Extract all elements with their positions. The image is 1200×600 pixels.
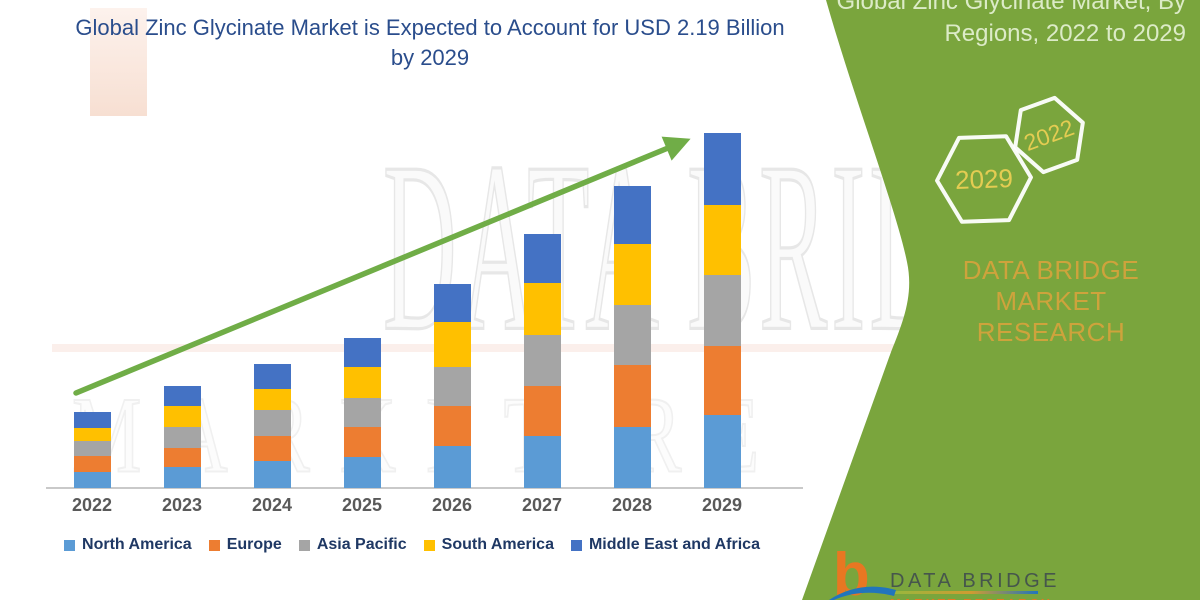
x-axis-label-2029: 2029 xyxy=(701,495,743,515)
segment-middle-east-and-africa xyxy=(613,185,651,244)
legend-item-north-america: North America xyxy=(64,536,192,554)
legend-label: North America xyxy=(82,536,192,553)
segment-north-america xyxy=(343,457,381,488)
segment-europe xyxy=(613,365,651,427)
segment-middle-east-and-africa xyxy=(73,412,111,429)
x-axis-line xyxy=(46,487,803,489)
watermark-accent-vertical xyxy=(90,8,147,116)
segment-asia-pacific xyxy=(343,397,381,427)
segment-north-america xyxy=(73,471,111,488)
segment-south-america xyxy=(73,428,111,442)
segment-north-america xyxy=(703,415,741,488)
databridge-logo-text: DATA BRIDGE xyxy=(890,570,1061,592)
legend-label: South America xyxy=(441,536,554,553)
x-axis-label-2022: 2022 xyxy=(71,495,113,515)
trend-arrow-head-icon xyxy=(661,136,691,161)
segment-europe xyxy=(163,447,201,467)
segment-middle-east-and-africa xyxy=(343,337,381,367)
chart-legend: North America Europe Asia Pacific South Ame… xyxy=(0,536,824,554)
segment-south-america xyxy=(523,282,561,335)
legend-swatch-middle-east-and-africa xyxy=(570,539,582,551)
x-axis-label-2023: 2023 xyxy=(161,495,203,515)
segment-europe xyxy=(73,455,111,472)
legend-swatch-europe xyxy=(208,539,220,551)
legend-item-asia-pacific: Asia Pacific xyxy=(298,536,407,554)
legend-label: Middle East and Africa xyxy=(588,536,760,553)
segment-asia-pacific xyxy=(433,366,471,406)
segment-south-america xyxy=(163,405,201,427)
segment-asia-pacific xyxy=(703,274,741,346)
segment-europe xyxy=(343,426,381,458)
segment-asia-pacific xyxy=(523,334,561,387)
x-axis-label-2026: 2026 xyxy=(431,495,473,515)
hexagon-2029-icon xyxy=(935,134,1033,224)
legend-item-middle-east-and-africa: Middle East and Africa xyxy=(570,536,760,554)
segment-north-america xyxy=(613,426,651,488)
x-axis-label-2027: 2027 xyxy=(521,495,563,515)
segment-asia-pacific xyxy=(73,441,111,456)
logo-underline xyxy=(890,591,1038,594)
logo-swoosh-icon xyxy=(829,586,896,600)
segment-middle-east-and-africa xyxy=(433,284,471,322)
segment-europe xyxy=(703,345,741,416)
x-axis-label-2028: 2028 xyxy=(611,495,653,515)
brand-text-line2: RESEARCH xyxy=(976,317,1126,347)
bar-2026 xyxy=(433,284,471,488)
chart-title-line1: Global Zinc Glycinate Market is Expected… xyxy=(75,15,785,40)
segment-europe xyxy=(253,436,291,461)
legend-swatch-north-america xyxy=(64,539,76,551)
legend-label: Europe xyxy=(226,536,282,553)
stacked-bar-chart: 2022 2023 2024 2025 2026 2027 2028 2029 xyxy=(46,132,803,515)
brand-text: DATA BRIDGE MARKET RESEARCH xyxy=(920,255,1182,348)
bar-2029 xyxy=(703,132,741,488)
segment-north-america xyxy=(163,467,201,488)
bar-2028 xyxy=(613,185,651,488)
segment-middle-east-and-africa xyxy=(253,363,291,390)
segment-asia-pacific xyxy=(613,305,651,366)
segment-middle-east-and-africa xyxy=(523,234,561,283)
segment-north-america xyxy=(523,436,561,488)
segment-asia-pacific xyxy=(163,426,201,448)
segment-south-america xyxy=(253,389,291,411)
chart-title: Global Zinc Glycinate Market is Expected… xyxy=(50,13,810,73)
hexagon-2022-icon xyxy=(1013,95,1085,175)
x-axis-label-2024: 2024 xyxy=(251,495,293,515)
legend-item-europe: Europe xyxy=(208,536,282,554)
bar-2027 xyxy=(523,234,561,488)
segment-south-america xyxy=(343,366,381,398)
segment-europe xyxy=(433,405,471,446)
legend-swatch-south-america xyxy=(423,539,435,551)
trend-arrow-shaft xyxy=(73,145,671,396)
segment-europe xyxy=(523,386,561,437)
legend-label: Asia Pacific xyxy=(316,536,407,553)
segment-north-america xyxy=(253,460,291,488)
bar-2024 xyxy=(253,363,291,488)
chart-title-line2: by 2029 xyxy=(390,45,470,70)
legend-item-south-america: South America xyxy=(423,536,554,554)
side-panel-title-line2: Regions, 2022 to 2029 xyxy=(944,20,1186,47)
trend-arrow xyxy=(73,136,691,396)
legend-swatch-asia-pacific xyxy=(298,539,310,551)
segment-middle-east-and-africa xyxy=(703,132,741,206)
segment-asia-pacific xyxy=(253,410,291,437)
segment-south-america xyxy=(613,244,651,306)
bar-2022 xyxy=(73,412,111,488)
segment-middle-east-and-africa xyxy=(163,386,201,406)
x-axis-label-2025: 2025 xyxy=(341,495,383,515)
side-panel-title: Global Zinc Glycinate Market, By Regions… xyxy=(837,0,1186,50)
segment-north-america xyxy=(433,445,471,488)
watermark-accent-horizontal xyxy=(52,344,908,352)
hexagon-2029-label: 2029 xyxy=(955,163,1014,195)
logo-subline-clipped: MARKET RESEARCH xyxy=(890,596,1052,600)
segment-south-america xyxy=(703,205,741,275)
bar-2025 xyxy=(343,337,381,488)
brand-text-line1: DATA BRIDGE MARKET xyxy=(962,255,1140,316)
side-panel-title-line1: Global Zinc Glycinate Market, By xyxy=(836,0,1186,15)
hexagon-2022-label: 2022 xyxy=(1021,114,1078,156)
segment-south-america xyxy=(433,321,471,367)
bar-2023 xyxy=(163,386,201,488)
